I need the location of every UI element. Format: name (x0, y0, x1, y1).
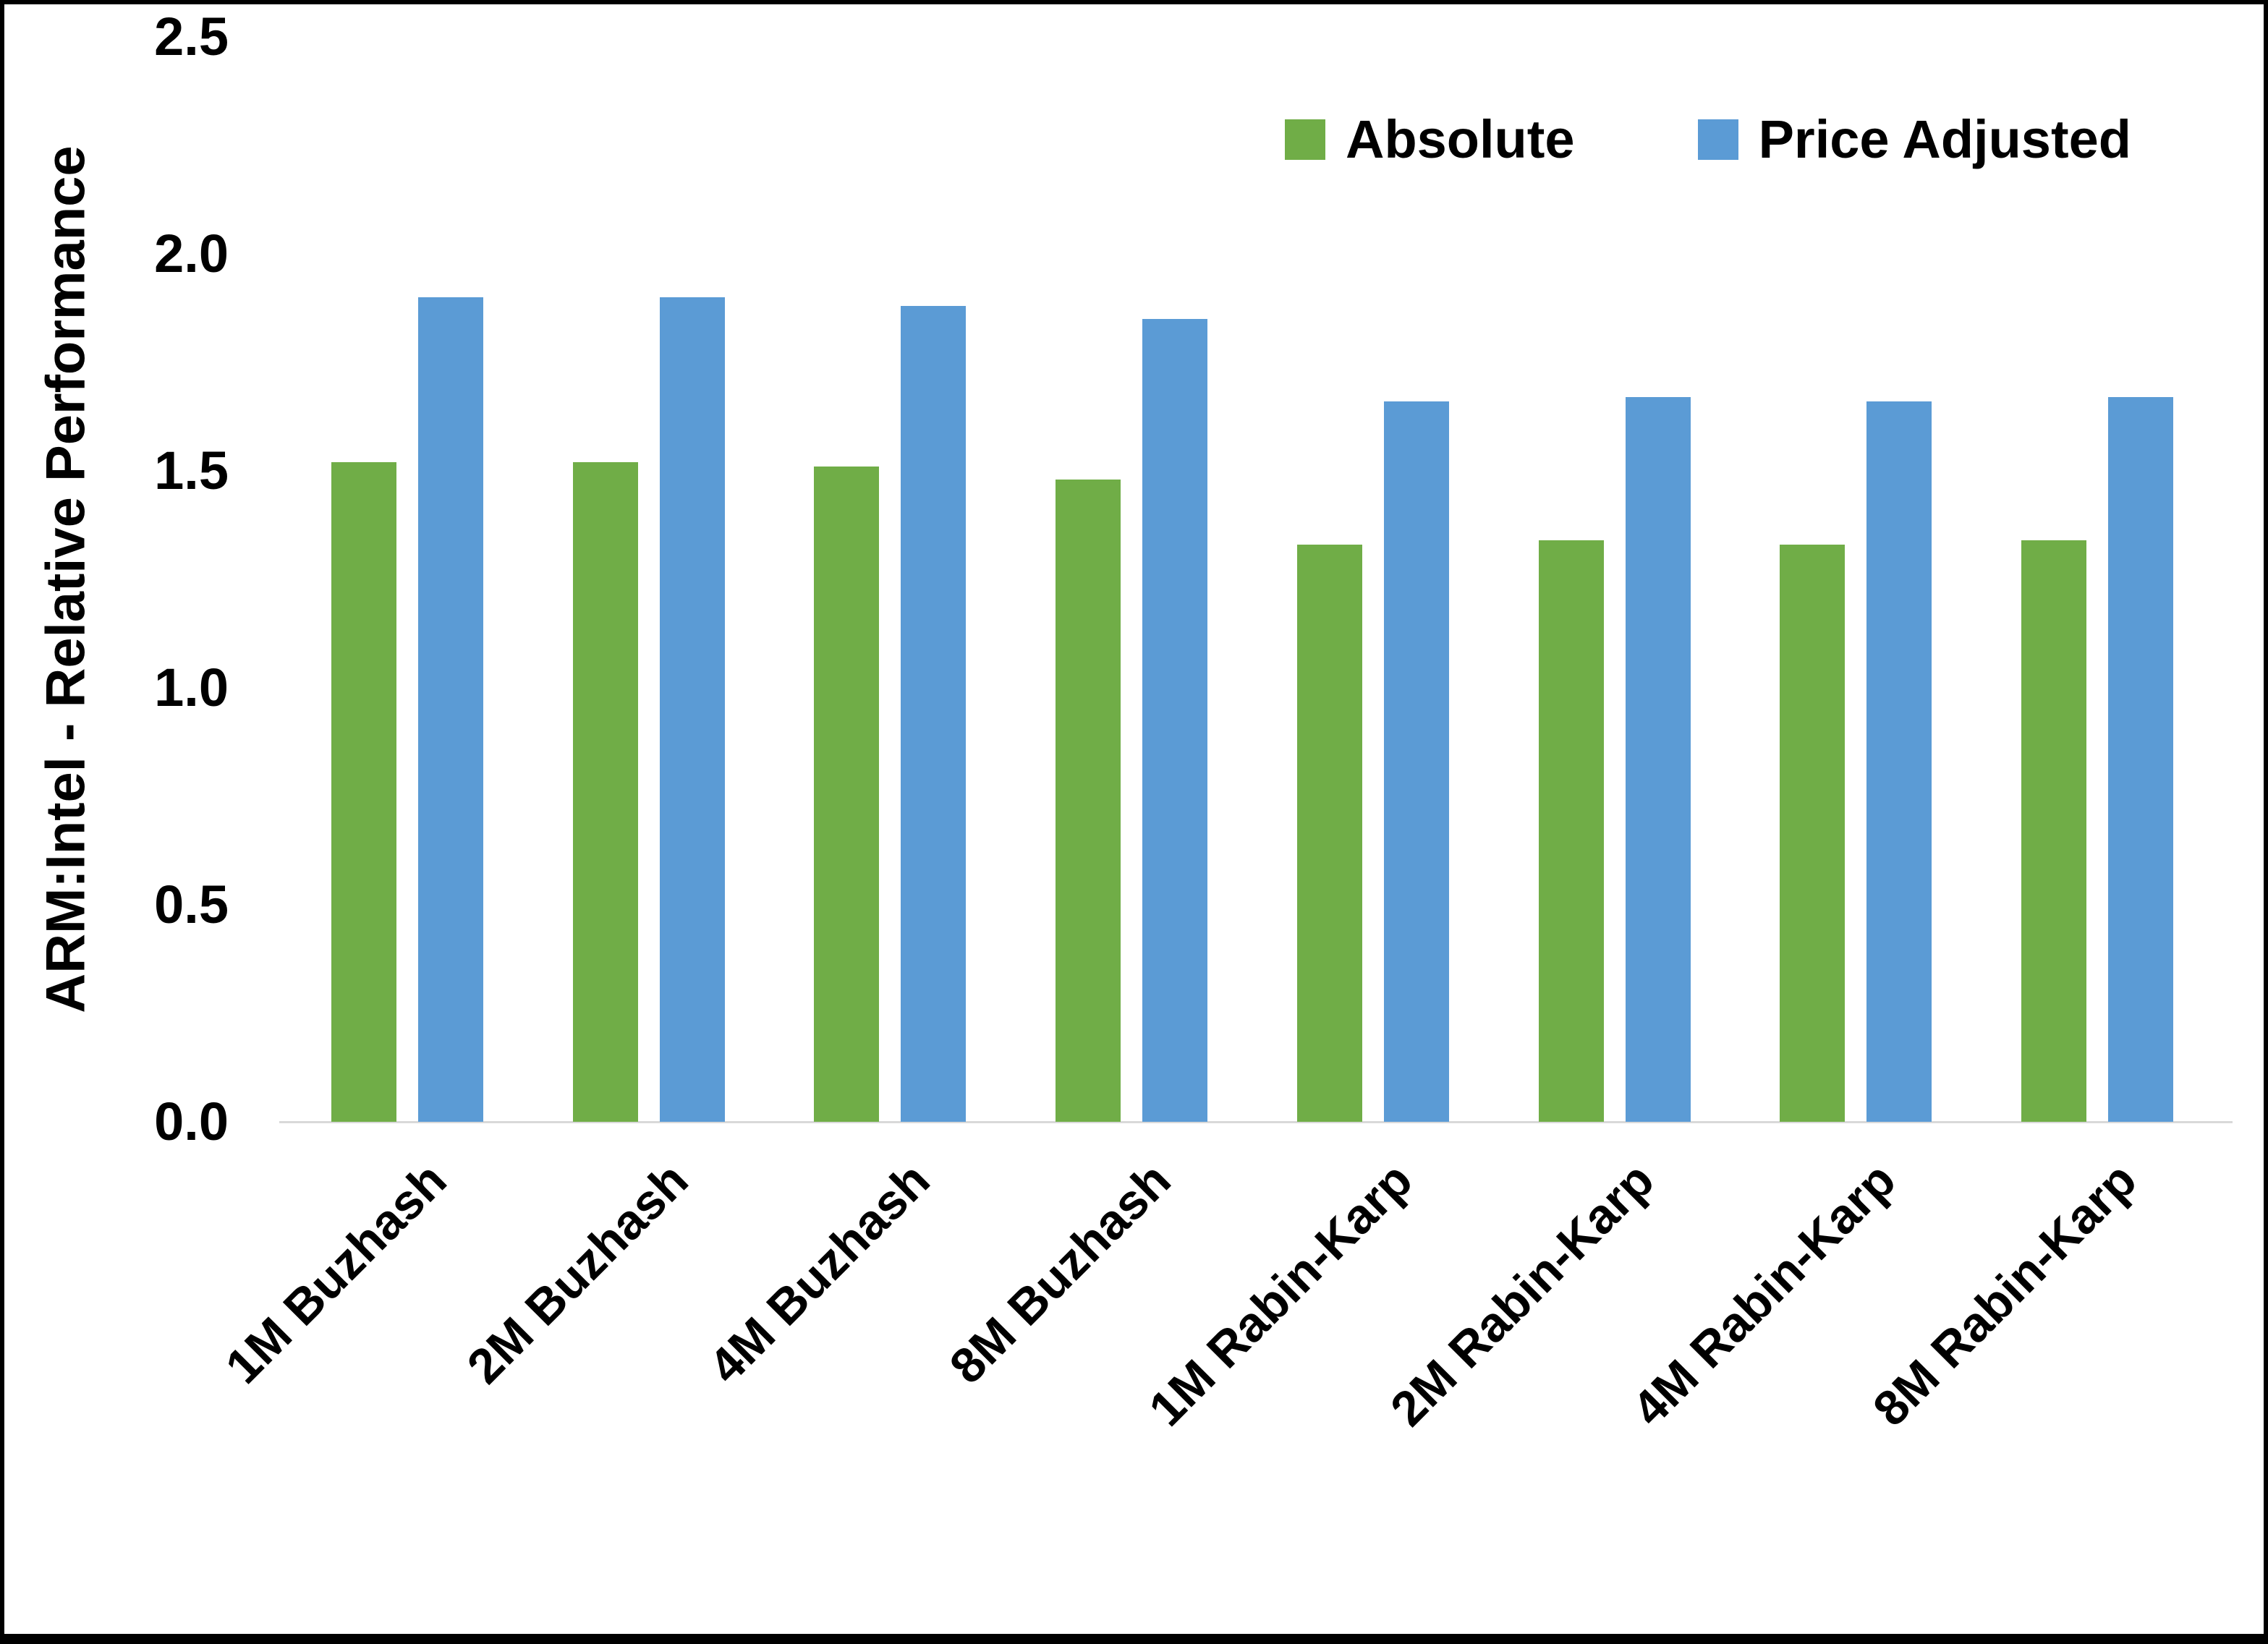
bar-price-adjusted (1866, 401, 1932, 1122)
bar-absolute (1056, 480, 1121, 1122)
y-tick-label: 2.5 (154, 7, 229, 67)
x-axis-label: 4M Buzhash (698, 1152, 940, 1394)
bar-absolute (1780, 545, 1846, 1122)
x-axis-label: 4M Rabin-Karp (1621, 1152, 1906, 1437)
x-axis-label: 8M Rabin-Karp (1863, 1152, 2148, 1437)
legend-item-absolute: Absolute (1285, 113, 1575, 166)
x-axis-label: 1M Buzhash (215, 1152, 457, 1394)
legend-swatch-icon (1285, 119, 1325, 160)
bar-absolute (572, 462, 638, 1122)
legend-label: Price Adjusted (1758, 109, 2131, 169)
legend-swatch-icon (1697, 119, 1738, 160)
legend-label: Absolute (1346, 109, 1575, 169)
bar-absolute (331, 462, 396, 1122)
bar-absolute (2021, 540, 2087, 1122)
bar-price-adjusted (659, 297, 725, 1122)
bar-price-adjusted (1383, 401, 1449, 1122)
bar-price-adjusted (417, 297, 483, 1122)
legend: Absolute Price Adjusted (1285, 113, 2131, 166)
x-axis-label: 1M Rabin-Karp (1138, 1152, 1423, 1437)
bar-absolute (814, 467, 880, 1122)
bar-price-adjusted (901, 306, 967, 1122)
legend-item-price-adjusted: Price Adjusted (1697, 109, 2131, 169)
x-axis-label: 2M Rabin-Karp (1380, 1152, 1665, 1437)
y-tick-label: 2.0 (154, 223, 229, 284)
y-tick-label: 1.0 (154, 657, 229, 717)
bar-price-adjusted (2108, 397, 2174, 1122)
plot-area (279, 37, 2233, 1123)
x-axis-label: 2M Buzhash (456, 1152, 699, 1394)
bar-price-adjusted (1625, 397, 1691, 1122)
y-tick-label: 1.5 (154, 440, 229, 501)
bar-absolute (1296, 545, 1362, 1122)
bar-price-adjusted (1142, 319, 1208, 1122)
x-axis-label: 8M Buzhash (939, 1152, 1182, 1394)
y-tick-label: 0.5 (154, 874, 229, 934)
y-tick-label: 0.0 (154, 1091, 229, 1151)
x-axis-line (279, 1121, 2233, 1123)
bar-absolute (1538, 540, 1604, 1122)
